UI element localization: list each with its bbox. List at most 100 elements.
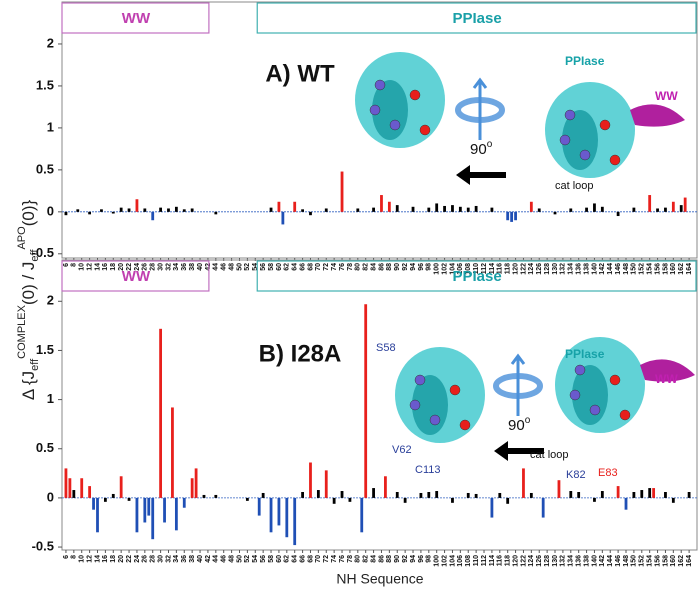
- bar: [364, 304, 368, 498]
- x-tick-label: 152: [639, 263, 646, 275]
- bar: [269, 207, 273, 212]
- region-box: [61, 2, 210, 34]
- bar: [88, 211, 92, 215]
- bar: [384, 476, 387, 498]
- bar: [171, 407, 174, 498]
- bar: [466, 492, 470, 498]
- bar: [632, 207, 636, 212]
- x-tick-label: 118: [505, 555, 512, 566]
- x-tick-label: 108: [465, 263, 472, 275]
- bar: [427, 207, 431, 212]
- x-tick-label: 140: [591, 263, 598, 275]
- bar: [285, 497, 289, 538]
- residue-sphere: [564, 109, 576, 121]
- x-tick-label: 70: [315, 555, 322, 563]
- bar: [348, 497, 352, 502]
- x-tick-label: 50: [236, 555, 243, 563]
- x-tick-label: 6: [63, 263, 70, 267]
- bar: [163, 497, 166, 523]
- bar: [569, 491, 573, 498]
- bar: [174, 206, 178, 212]
- bar: [395, 492, 399, 498]
- bar: [435, 203, 439, 212]
- bar: [474, 493, 478, 498]
- x-tick-label: 68: [307, 263, 314, 271]
- bar: [147, 497, 151, 516]
- x-tick-label: 72: [323, 555, 330, 563]
- inset-label: E83: [598, 467, 618, 479]
- x-tick-label: 82: [363, 555, 370, 563]
- bar: [257, 497, 261, 516]
- x-tick-label: 24: [134, 263, 141, 271]
- bar: [632, 492, 636, 498]
- bar: [68, 478, 72, 498]
- x-tick-label: 114: [489, 555, 496, 566]
- bar: [419, 492, 423, 498]
- x-tick-label: 152: [639, 555, 646, 567]
- inset-label: cat loop: [555, 180, 594, 192]
- x-tick-label: 84: [370, 555, 377, 563]
- x-tick-label: 120: [512, 263, 519, 275]
- x-tick-label: 20: [118, 555, 125, 563]
- bar: [301, 209, 304, 212]
- bar: [214, 494, 218, 498]
- x-tick-label: 110: [473, 263, 480, 274]
- x-tick-label: 106: [457, 555, 464, 567]
- bar: [245, 497, 249, 501]
- residue-sphere: [574, 364, 586, 376]
- x-tick-label: 68: [307, 555, 314, 563]
- bar: [671, 497, 675, 503]
- bar: [435, 491, 439, 498]
- x-tick-label: 40: [197, 555, 204, 563]
- bar: [151, 497, 155, 540]
- bar: [214, 211, 218, 215]
- bar: [111, 493, 115, 498]
- x-tick-label: 38: [189, 263, 196, 271]
- x-tick-label: 160: [670, 263, 677, 275]
- residue-sphere: [414, 374, 426, 386]
- x-tick-label: 146: [615, 555, 622, 567]
- x-tick-label: 156: [654, 555, 661, 567]
- x-tick-label: 42: [205, 555, 212, 563]
- x-tick-label: 58: [268, 263, 275, 271]
- bar: [529, 492, 533, 498]
- x-tick-label: 106: [457, 263, 464, 275]
- x-tick-label: 130: [552, 263, 559, 275]
- bar: [490, 207, 494, 212]
- bar: [92, 497, 95, 510]
- residue-sphere: [569, 389, 581, 401]
- bar: [569, 208, 573, 212]
- y-axis-label: Δ {JeffCOMPLEX(0) / JeffAPO(0)}: [16, 200, 41, 401]
- y-tick-label: 2: [47, 293, 54, 308]
- x-tick-label: 90: [394, 555, 401, 563]
- ylabel-part: (0) / J: [19, 262, 38, 305]
- bar: [593, 497, 596, 502]
- x-tick-label: 14: [94, 555, 101, 563]
- x-tick-label: 8: [71, 263, 78, 267]
- x-tick-label: 124: [528, 263, 535, 275]
- bar: [194, 468, 198, 498]
- bar: [324, 470, 328, 498]
- bar: [356, 208, 360, 212]
- residue-sphere: [589, 404, 601, 416]
- x-tick-label: 34: [173, 263, 180, 271]
- bar: [151, 211, 155, 221]
- bar: [182, 497, 186, 508]
- bar: [443, 205, 446, 212]
- rotation-arrow: [472, 77, 488, 140]
- bar: [553, 211, 557, 215]
- x-tick-label: 126: [536, 555, 543, 567]
- inset-label: PPIase: [565, 347, 605, 361]
- bar: [293, 201, 297, 212]
- bar: [679, 205, 683, 212]
- x-tick-label: 164: [686, 263, 693, 275]
- residue-sphere: [429, 414, 441, 426]
- x-tick-label: 32: [165, 555, 172, 563]
- bar: [687, 492, 691, 498]
- x-tick-label: 54: [252, 263, 259, 271]
- bar: [119, 476, 123, 498]
- rotation-ring: [493, 373, 543, 399]
- bar: [76, 209, 80, 212]
- bar: [522, 468, 525, 498]
